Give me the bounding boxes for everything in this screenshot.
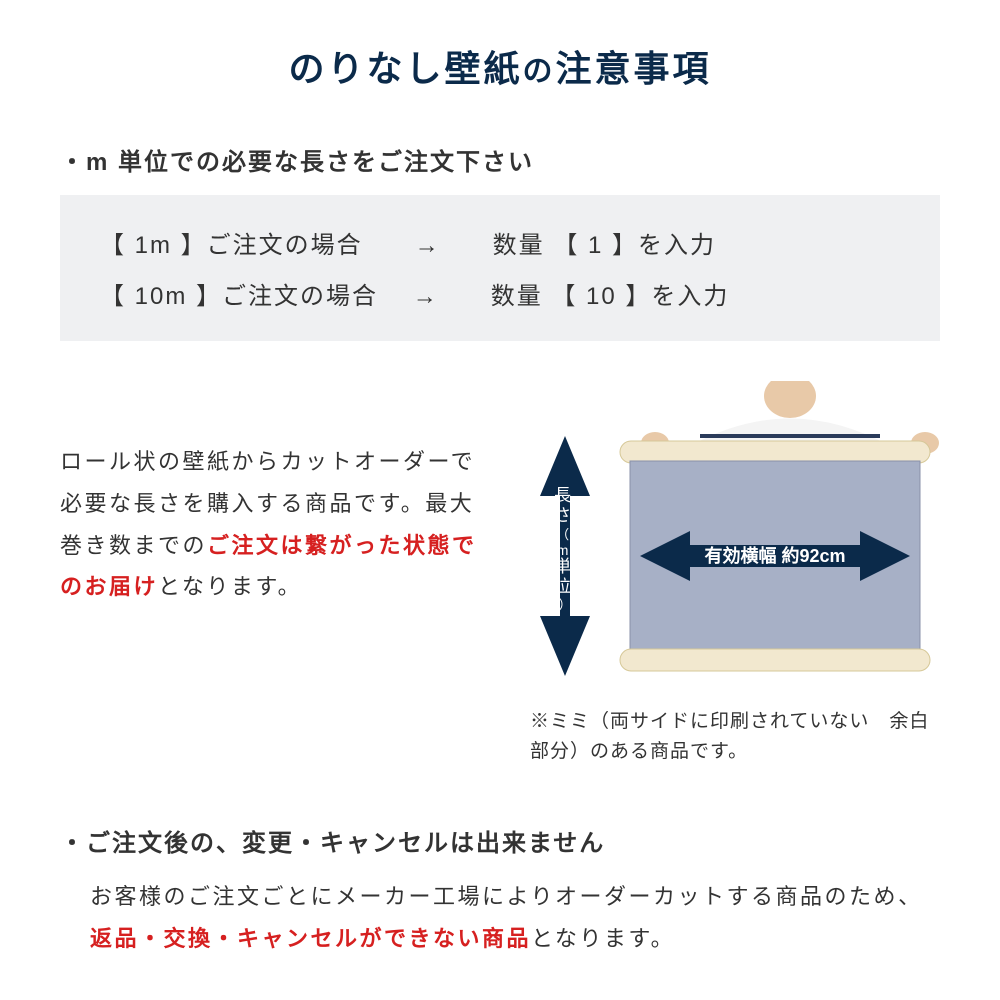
example-row-1: 【 1m 】ご注文の場合 → 数量 【 1 】を入力 xyxy=(100,217,900,268)
roll-bottom-icon xyxy=(620,649,930,671)
section2-bullet: ・ご注文後の、変更・キャンセルは出来ません xyxy=(60,823,940,858)
title-main: のりなし壁紙 xyxy=(288,48,522,89)
description-diagram-row: ロール状の壁紙からカットオーダーで必要な長さを購入する商品です。最大巻き数までの… xyxy=(60,381,940,768)
title-tail: 注意事項 xyxy=(556,48,712,89)
diagram-svg: 長 さ （ m 単 位 ） 有効横幅 約92cm xyxy=(510,381,940,701)
cancel-part2: となります。 xyxy=(531,926,675,951)
cancel-part1: お客様のご注文ごとにメーカー工場によりオーダーカットする商品のため、 xyxy=(90,884,923,909)
example-row-2: 【 10m 】ご注文の場合 → 数量 【 10 】を入力 xyxy=(100,268,900,319)
title-connector: の xyxy=(523,55,556,88)
cancel-red: 返品・交換・キャンセルができない商品 xyxy=(90,926,531,951)
wallpaper-diagram: 長 さ （ m 単 位 ） 有効横幅 約92cm ※ミミ（両サイドに印刷されてい… xyxy=(510,381,940,768)
section1-bullet: ・m 単位での必要な長さをご注文下さい xyxy=(60,142,940,177)
page-title: のりなし壁紙の注意事項 xyxy=(60,40,940,92)
section2: ・ご注文後の、変更・キャンセルは出来ません お客様のご注文ごとにメーカー工場によ… xyxy=(60,823,940,960)
horizontal-arrow-label: 有効横幅 約92cm xyxy=(704,545,845,566)
roll-description: ロール状の壁紙からカットオーダーで必要な長さを購入する商品です。最大巻き数までの… xyxy=(60,381,490,608)
order-example-box: 【 1m 】ご注文の場合 → 数量 【 1 】を入力 【 10m 】ご注文の場合… xyxy=(60,195,940,341)
desc-part2: となります。 xyxy=(158,574,302,599)
mimi-note: ※ミミ（両サイドに印刷されていない 余白部分）のある商品です。 xyxy=(510,707,940,768)
vertical-arrow-label: 長 さ （ m 単 位 ） xyxy=(554,486,576,612)
roll-top-icon xyxy=(620,441,930,463)
cancel-description: お客様のご注文ごとにメーカー工場によりオーダーカットする商品のため、返品・交換・… xyxy=(60,876,940,960)
